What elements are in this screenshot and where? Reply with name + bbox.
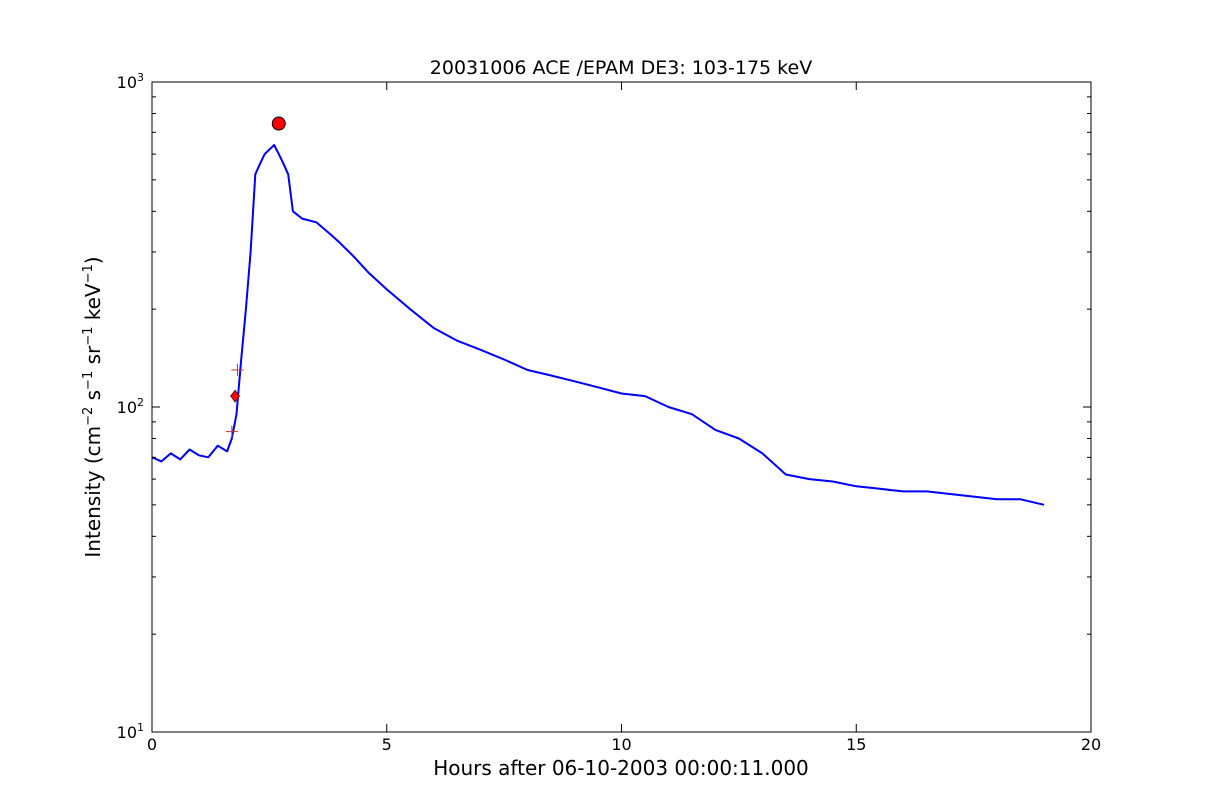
marker-layer [225,116,286,438]
plot-area [152,116,1045,506]
y-tick-exp: 1 [137,721,144,734]
y-label-exp-s: −1 [81,371,96,390]
series-line-smoothed [152,144,1045,506]
y-axis-label: Intensity (cm−2 s−1 sr−1 keV−1) [81,256,105,557]
y-label-s: s [81,390,105,407]
y-label-lead: Intensity (cm [81,426,105,558]
error-lower-marker [225,425,238,438]
y-tick-base: 10 [117,723,137,742]
y-tick-label: 103 [117,71,144,92]
x-tick-label: 5 [382,735,392,754]
x-axis-label: Hours after 06-10-2003 00:00:11.000 [433,756,809,780]
error-upper-marker [231,363,244,376]
x-tick-label: 0 [147,735,157,754]
y-tick-exp: 2 [137,396,144,409]
x-tick-label: 10 [611,735,631,754]
x-tick-label: 15 [846,735,866,754]
y-label-exp-kev: −1 [81,264,96,283]
x-tick-label: 20 [1081,735,1101,754]
y-tick-base: 10 [117,398,137,417]
peak-marker [271,116,286,131]
y-tick-exp: 3 [137,71,144,84]
y-tick-base: 10 [117,73,137,92]
series-layer [152,144,1045,506]
y-label-tail: ) [81,256,105,264]
y-label-sr: sr [81,345,105,371]
y-tick-label: 102 [117,396,144,417]
y-label-exp-sr: −1 [81,327,96,346]
chart-title: 20031006 ACE /EPAM DE3: 103-175 keV [430,57,812,79]
y-label-exp-cm: −2 [81,407,96,426]
y-tick-label: 101 [117,721,144,742]
x-axis-ticks: 0 5 10 15 20 [147,82,1101,754]
y-label-kev: keV [81,283,105,327]
onset-marker [230,389,240,403]
